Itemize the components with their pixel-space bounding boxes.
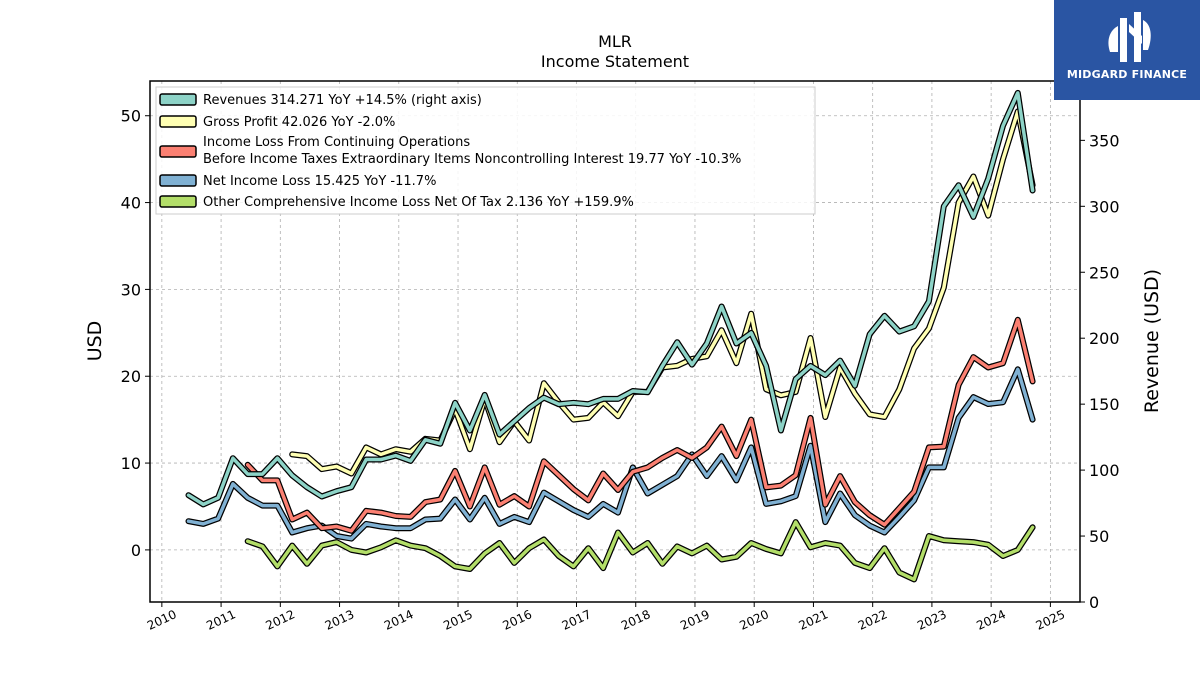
x-tick-label: 2018 [619, 607, 653, 633]
y-tick-label: 20 [121, 367, 141, 386]
x-tick-label: 2025 [1034, 607, 1068, 633]
x-tick-label: 2012 [264, 607, 298, 633]
series-line-oci [245, 520, 1035, 582]
x-tick-label: 2021 [797, 607, 831, 633]
x-tick-label: 2023 [915, 607, 949, 633]
legend-label-gross-profit: Gross Profit 42.026 YoY -2.0% [203, 115, 395, 130]
legend-swatch-gross-profit [159, 115, 197, 128]
legend-box [155, 86, 816, 215]
midgard-logo-icon [1108, 12, 1151, 62]
series-line-income-before-tax [245, 318, 1035, 533]
series-line-revenues [186, 91, 1035, 507]
x-tick-label: 2016 [500, 607, 534, 633]
y2-tick-label: 150 [1089, 395, 1120, 414]
x-tick-label: 2022 [856, 607, 890, 633]
chart-legend: Revenues 314.271 YoY +14.5% (right axis)… [155, 86, 816, 215]
series-line-net-income [186, 367, 1035, 541]
x-tick-label: 2011 [204, 607, 238, 633]
y2-tick-label: 350 [1089, 131, 1120, 150]
y2-tick-label: 200 [1089, 329, 1120, 348]
legend-label-income-before-tax: Income Loss From Continuing Operations B… [203, 135, 741, 167]
y-tick-label: 0 [131, 541, 141, 560]
y2-tick-label: 50 [1089, 527, 1109, 546]
legend-swatch-revenues [159, 93, 197, 106]
legend-swatch-oci [159, 195, 197, 208]
legend-label-oci: Other Comprehensive Income Loss Net Of T… [203, 195, 634, 210]
y2-tick-label: 250 [1089, 263, 1120, 282]
y-tick-label: 50 [121, 107, 141, 126]
y2-tick-label: 100 [1089, 461, 1120, 480]
x-tick-label: 2014 [382, 607, 416, 633]
chart-title: MLR [598, 32, 632, 51]
y2-tick-label: 0 [1089, 593, 1099, 612]
x-tick-label: 2010 [145, 607, 179, 633]
y2-tick-label: 300 [1089, 197, 1120, 216]
x-tick-label: 2020 [737, 607, 771, 633]
y-tick-label: 30 [121, 280, 141, 299]
y-tick-label: 10 [121, 454, 141, 473]
x-tick-label: 2019 [678, 607, 712, 633]
tick-layer: 2010 2011 2012 2013 2014 2015 2016 2017 2018 2019… [121, 107, 1120, 633]
midgard-finance-logo: MIDGARD FINANCE [1054, 0, 1200, 100]
chart-subtitle: Income Statement [541, 52, 689, 71]
y2-axis-label: Revenue (USD) [1141, 269, 1163, 413]
legend-swatch-income-before-tax [159, 145, 197, 158]
x-tick-label: 2013 [323, 607, 357, 633]
series-outline-net-income [185, 366, 1036, 542]
legend-swatch-net-income [159, 174, 197, 187]
legend-label-revenues: Revenues 314.271 YoY +14.5% (right axis) [203, 93, 482, 108]
series-layer [185, 89, 1036, 583]
x-tick-label: 2024 [974, 607, 1008, 633]
x-tick-label: 2015 [441, 607, 475, 633]
y-axis-label: USD [84, 321, 106, 362]
plot-frame [149, 80, 1081, 603]
x-tick-label: 2017 [560, 607, 594, 633]
legend-label-net-income: Net Income Loss 15.425 YoY -11.7% [203, 174, 436, 189]
logo-text: MIDGARD FINANCE [1066, 68, 1188, 81]
y-tick-label: 40 [121, 194, 141, 213]
